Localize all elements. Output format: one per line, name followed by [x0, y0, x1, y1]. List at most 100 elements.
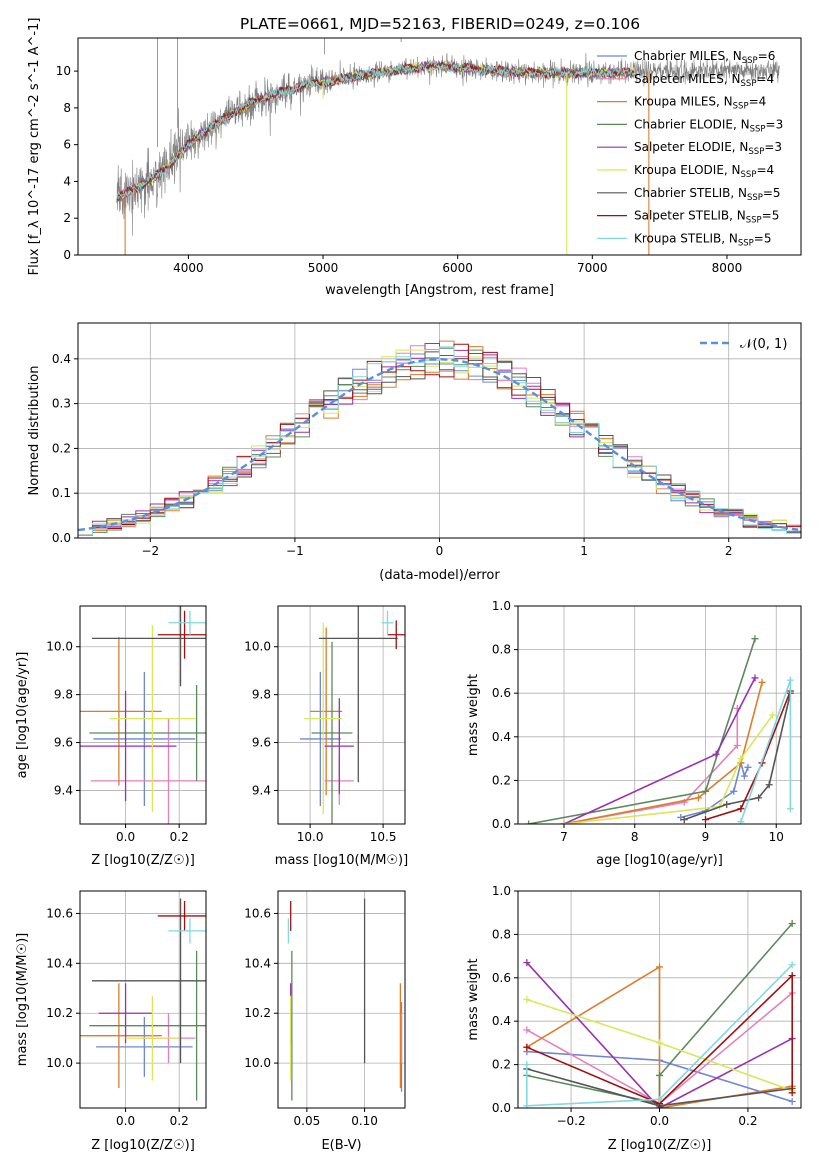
weight-marker: [788, 1097, 796, 1105]
weight-series-line: [528, 638, 756, 824]
weight_vs_age-grid: [518, 605, 801, 825]
y-tick-label: 0.3: [52, 397, 71, 411]
panel-mass_vs_ebv: 0.05 0.10 10.0 10.2 10.4 10.6 E(B-V): [244, 890, 406, 1153]
weight-marker: [730, 787, 738, 795]
y-tick-label: 10.4: [46, 956, 73, 970]
model-spectrum-line: [116, 61, 635, 203]
model-spectrum-line: [116, 60, 635, 201]
legend-entry: Kroupa ELODIE, NSSP=4: [634, 163, 774, 180]
y-axis-label: mass weight: [466, 674, 481, 756]
y-axis-label: mass [log10(M/M☉)]: [15, 933, 30, 1066]
x-tick-label: 10: [769, 830, 784, 844]
weight-series-line: [526, 973, 793, 1105]
weight-marker: [755, 794, 763, 802]
weight-marker: [786, 805, 794, 813]
histogram-legend: 𝒩(0, 1): [700, 337, 787, 352]
age_vs_Z-frame: [79, 605, 207, 825]
x-tick-label: 1: [580, 544, 588, 558]
y-axis-label: Normed distribution: [27, 366, 42, 496]
weight-series-line: [563, 682, 763, 824]
legend-entry: Kroupa STELIB, NSSP=5: [634, 231, 772, 248]
x-tick-label: 7: [560, 830, 568, 844]
model-spectrum-line: [116, 60, 635, 200]
y-tick-label: 0.0: [492, 817, 511, 831]
legend-entry: Salpeter MILES, NSSP=4: [634, 72, 774, 89]
panel-age_vs_mass: 10.0 10.5 9.4 9.6 9.8 10.0 mass [log10(M/M☉)]: [244, 605, 408, 868]
y-axis-label: Flux [f_λ 10^-17 erg cm^-2 s^-1 A^-1]: [27, 18, 42, 276]
y-tick-label: 9.4: [54, 783, 73, 797]
y-tick-label: 0.8: [492, 927, 511, 941]
x-tick-label: −2: [141, 544, 159, 558]
x-axis-label: Z [log10(Z/Z☉)]: [91, 1138, 195, 1153]
x-axis-label: mass [log10(M/M☉)]: [275, 853, 408, 868]
y-tick-label: 0.4: [492, 730, 511, 744]
weight-marker: [788, 920, 796, 928]
weight-marker: [723, 800, 731, 808]
y-tick-label: 0.2: [52, 441, 71, 455]
weight-marker: [656, 1039, 663, 1047]
y-tick-label: 9.4: [252, 783, 271, 797]
weight-marker: [680, 816, 688, 824]
x-axis-label: Z [log10(Z/Z☉)]: [91, 853, 195, 868]
figure-title: PLATE=0661, MJD=52163, FIBERID=0249, z=0…: [240, 15, 640, 33]
y-tick-label: 0.6: [492, 686, 511, 700]
model-spectrum-line: [116, 60, 635, 204]
y-tick-label: 0.2: [492, 773, 511, 787]
x-tick-label: 2: [725, 544, 733, 558]
y-tick-label: 0.8: [492, 643, 511, 657]
legend-entry: Chabrier ELODIE, NSSP=3: [634, 117, 783, 134]
x-tick-label: −0.2: [556, 1114, 585, 1128]
weight-marker: [737, 755, 745, 763]
x-tick-label: 0.2: [170, 1114, 189, 1128]
weight-marker: [712, 750, 720, 758]
legend-entry: Salpeter STELIB, NSSP=5: [634, 209, 779, 226]
y-tick-label: 0.4: [492, 1014, 511, 1028]
x-tick-label: 9: [702, 830, 710, 844]
weight-marker: [701, 787, 709, 795]
weight-marker: [733, 742, 741, 750]
y-axis-label: age [log10(age/yr)]: [15, 652, 30, 779]
x-axis-label: age [log10(age/yr)]: [596, 853, 723, 868]
y-tick-label: 9.8: [252, 688, 271, 702]
age_vs_Z-plot-area: [80, 606, 206, 824]
weight-marker: [656, 1071, 663, 1079]
y-tick-label: 1.0: [492, 884, 511, 898]
x-tick-label: 4000: [173, 261, 204, 275]
weight-marker: [744, 763, 752, 771]
model-spectrum-line: [116, 60, 635, 201]
x-tick-label: 0.2: [738, 1114, 757, 1128]
x-tick-label: 0: [436, 544, 444, 558]
legend-entry: Chabrier STELIB, NSSP=5: [634, 186, 781, 203]
x-tick-label: 8000: [712, 261, 743, 275]
weight-marker: [737, 805, 745, 813]
y-tick-label: 0.0: [492, 1101, 511, 1115]
model-spectrum-line: [116, 61, 635, 203]
x-tick-label: 0.0: [650, 1114, 669, 1128]
weight-marker: [737, 818, 745, 824]
spectrum-plot-area: [116, 38, 780, 255]
mass_vs_Z-plot-area: [80, 898, 206, 1101]
weight-marker: [788, 1089, 796, 1097]
y-tick-label: 8: [63, 101, 71, 115]
y-tick-label: 10.0: [244, 1056, 271, 1070]
weight-marker: [523, 1061, 531, 1069]
weight-series-line: [526, 922, 793, 1105]
y-tick-label: 9.6: [54, 736, 73, 750]
mass_vs_ebv-plot-area: [287, 898, 403, 1101]
panel-mass_vs_Z: 0.0 0.2 10.0 10.2 10.4 10.6 Z [log10(Z/Z☉)] mas…: [15, 890, 207, 1153]
weight-marker: [656, 963, 663, 971]
x-tick-label: 0.2: [170, 830, 189, 844]
y-tick-label: 10.2: [46, 1006, 73, 1020]
weight-series-line: [705, 690, 792, 821]
weight-marker: [523, 1043, 531, 1051]
x-axis-label: wavelength [Angstrom, rest frame]: [325, 283, 554, 298]
x-tick-label: 8: [631, 830, 639, 844]
panel-spectrum: 4000 5000 6000 7000 8000 0 2 4 6 8 10 wavelength [A…: [27, 18, 802, 298]
age_vs_mass-frame: [277, 605, 406, 825]
x-tick-label: 0.0: [116, 1114, 135, 1128]
weight-series-line: [526, 962, 793, 1108]
x-tick-label: 0.0: [116, 830, 135, 844]
x-tick-label: 0.10: [351, 1114, 378, 1128]
x-tick-label: 10.5: [370, 830, 397, 844]
